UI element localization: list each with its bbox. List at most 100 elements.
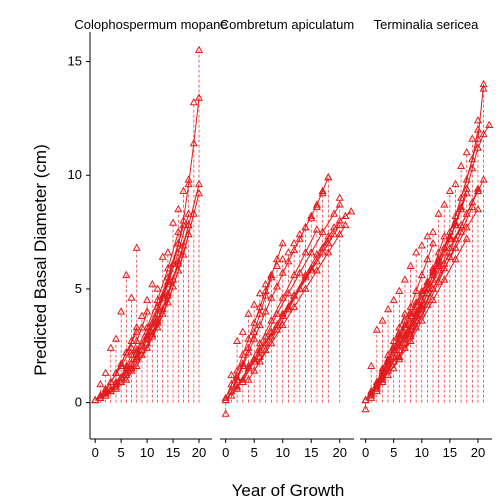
data-point (301, 270, 310, 279)
x-tick-label: 5 (390, 445, 397, 460)
spike-point (117, 307, 126, 315)
data-point (445, 252, 454, 260)
series-line (253, 227, 335, 372)
data-point (395, 329, 404, 338)
data-point (267, 293, 276, 301)
spike-point (261, 279, 270, 288)
data-point (184, 209, 193, 217)
x-tick-label: 15 (304, 445, 318, 460)
data-point (335, 216, 344, 224)
x-tick-label: 10 (415, 445, 429, 460)
data-point (194, 179, 204, 188)
spike-point (250, 300, 259, 308)
data-point (272, 320, 282, 329)
data-point (284, 288, 293, 297)
data-point (406, 332, 415, 340)
data-point (132, 336, 141, 344)
data-point (457, 204, 466, 213)
data-point (250, 334, 259, 342)
data-point (479, 175, 488, 183)
data-point (169, 275, 178, 283)
data-point (434, 261, 443, 269)
data-point (445, 234, 454, 242)
data-point (389, 352, 398, 360)
data-point (290, 245, 299, 254)
data-point (367, 388, 376, 397)
spike-point (479, 84, 488, 92)
data-point (400, 316, 409, 324)
spike-point (143, 295, 152, 304)
spike-point (238, 327, 247, 335)
data-point (434, 248, 443, 256)
data-point (163, 298, 172, 306)
data-point (329, 229, 339, 238)
spike-point (335, 193, 344, 201)
series-line (410, 193, 468, 335)
data-point (184, 179, 193, 188)
spike-point (174, 204, 183, 213)
data-point (153, 302, 162, 310)
data-point (400, 309, 409, 317)
data-point (307, 248, 316, 256)
data-point (272, 309, 282, 317)
data-point (423, 254, 432, 263)
x-tick-label: 20 (471, 445, 485, 460)
data-point (127, 336, 136, 344)
data-point (462, 209, 471, 217)
data-point (290, 270, 299, 279)
x-tick-label: 5 (118, 445, 125, 460)
x-tick-label: 10 (140, 445, 154, 460)
series-line (376, 300, 423, 390)
spike-point (244, 309, 253, 317)
data-point (462, 184, 471, 192)
data-point (395, 354, 404, 363)
data-point (290, 291, 299, 299)
data-point (250, 354, 259, 363)
spike-point (423, 232, 432, 240)
data-point (395, 323, 404, 331)
data-point (284, 257, 293, 265)
data-point (318, 248, 327, 256)
data-point (244, 334, 253, 342)
spike-point (184, 175, 193, 183)
data-point (221, 393, 230, 401)
data-point (307, 211, 316, 219)
data-point (468, 202, 477, 210)
data-point (244, 343, 253, 351)
spike-point (372, 325, 381, 333)
data-point (462, 222, 471, 231)
spike-point (101, 368, 110, 376)
data-point (189, 138, 198, 147)
panel-strip-label: Combretum apiculatum (220, 17, 354, 32)
data-point (389, 336, 398, 344)
data-point (255, 309, 264, 317)
x-axes: 0 5 10 15 20 0 5 10 15 20 0 5 10 15 20 (90, 438, 492, 460)
data-point (91, 395, 100, 404)
data-point (189, 209, 198, 217)
spike-point (367, 361, 376, 369)
data-point (295, 268, 304, 276)
data-point (389, 343, 398, 351)
data-point (384, 350, 393, 358)
panel: Terminalia sericea (361, 17, 494, 413)
series-line (146, 184, 200, 344)
series-line (365, 225, 456, 401)
spike-point (221, 409, 230, 417)
data-point (132, 352, 141, 360)
spike-point (389, 295, 398, 304)
data-point (111, 368, 121, 376)
data-point (221, 395, 230, 404)
data-point (412, 286, 421, 294)
data-point (111, 379, 121, 388)
y-tick-label: 0 (75, 395, 82, 410)
data-point (184, 220, 193, 229)
data-point (227, 386, 236, 395)
spike-point (96, 379, 105, 388)
data-point (473, 125, 483, 133)
data-point (361, 395, 370, 404)
data-point (324, 238, 333, 247)
data-point (122, 363, 131, 372)
data-point (132, 348, 141, 356)
data-point (278, 238, 287, 247)
spike-point (417, 241, 426, 249)
